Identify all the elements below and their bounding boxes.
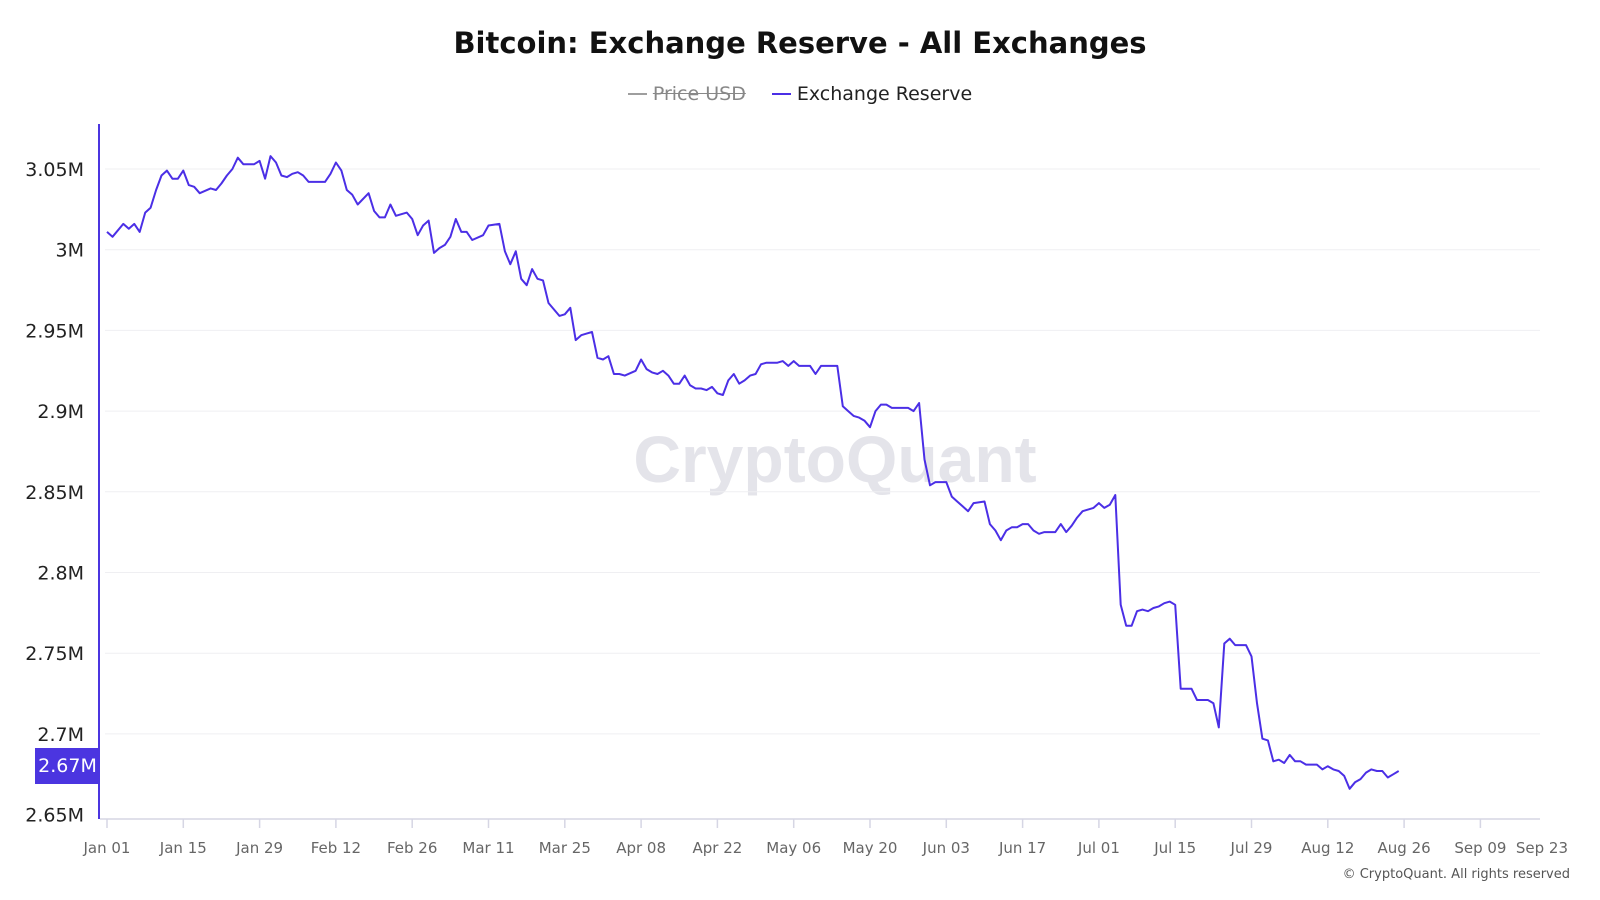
- watermark: CryptoQuant: [633, 422, 1036, 496]
- legend: Price USD Exchange Reserve: [0, 78, 1600, 105]
- x-tick-label: Aug 26: [1378, 839, 1431, 857]
- legend-label-price-usd: Price USD: [652, 83, 746, 105]
- x-tick-label: Apr 08: [616, 839, 666, 857]
- series-line-exchange-reserve: [106, 155, 1400, 790]
- y-tick-label: 2.95M: [25, 320, 84, 342]
- legend-item-price-usd[interactable]: Price USD: [627, 83, 746, 105]
- y-tick-label: 2.7M: [37, 724, 84, 746]
- x-tick-label: Sep 23: [1516, 839, 1568, 857]
- legend-swatch-price-usd: [627, 93, 647, 95]
- x-tick-label: Feb 26: [387, 839, 437, 857]
- x-tick-label: Jun 03: [922, 839, 970, 857]
- y-tick-label: 2.8M: [37, 563, 84, 585]
- x-tick-label: Mar 11: [462, 839, 514, 857]
- y-tick-label: 2.85M: [25, 482, 84, 504]
- x-tick-label: Jul 29: [1230, 839, 1273, 857]
- x-tick-label: Apr 22: [692, 839, 742, 857]
- legend-item-exchange-reserve[interactable]: Exchange Reserve: [771, 83, 973, 105]
- legend-label-exchange-reserve: Exchange Reserve: [796, 83, 973, 105]
- copyright: © CryptoQuant. All rights reserved: [1342, 867, 1570, 882]
- legend-swatch-exchange-reserve: [771, 93, 791, 95]
- y-tick-label: 3M: [56, 240, 84, 262]
- x-tick-label: Mar 25: [539, 839, 591, 857]
- x-tick-label: Feb 12: [311, 839, 361, 857]
- x-tick-label: Jan 15: [159, 839, 207, 857]
- x-tick-label: Jul 15: [1153, 839, 1196, 857]
- x-tick-label: Jan 29: [235, 839, 283, 857]
- x-tick-label: Jun 17: [998, 839, 1046, 857]
- current-value-badge: 2.67M: [35, 748, 100, 784]
- x-tick-label: May 20: [843, 839, 898, 857]
- y-tick-label: 3.05M: [25, 159, 84, 181]
- y-tick-label: 2.9M: [37, 401, 84, 423]
- x-tick-label: Aug 12: [1301, 839, 1354, 857]
- x-tick-label: May 06: [766, 839, 821, 857]
- x-tick-label: Jan 01: [83, 839, 131, 857]
- x-tick-label: Jul 01: [1077, 839, 1120, 857]
- y-tick-label: 2.75M: [25, 643, 84, 665]
- y-tick-label: 2.65M: [25, 805, 84, 827]
- chart-title: Bitcoin: Exchange Reserve - All Exchange…: [453, 26, 1147, 60]
- x-tick-label: Sep 09: [1454, 839, 1506, 857]
